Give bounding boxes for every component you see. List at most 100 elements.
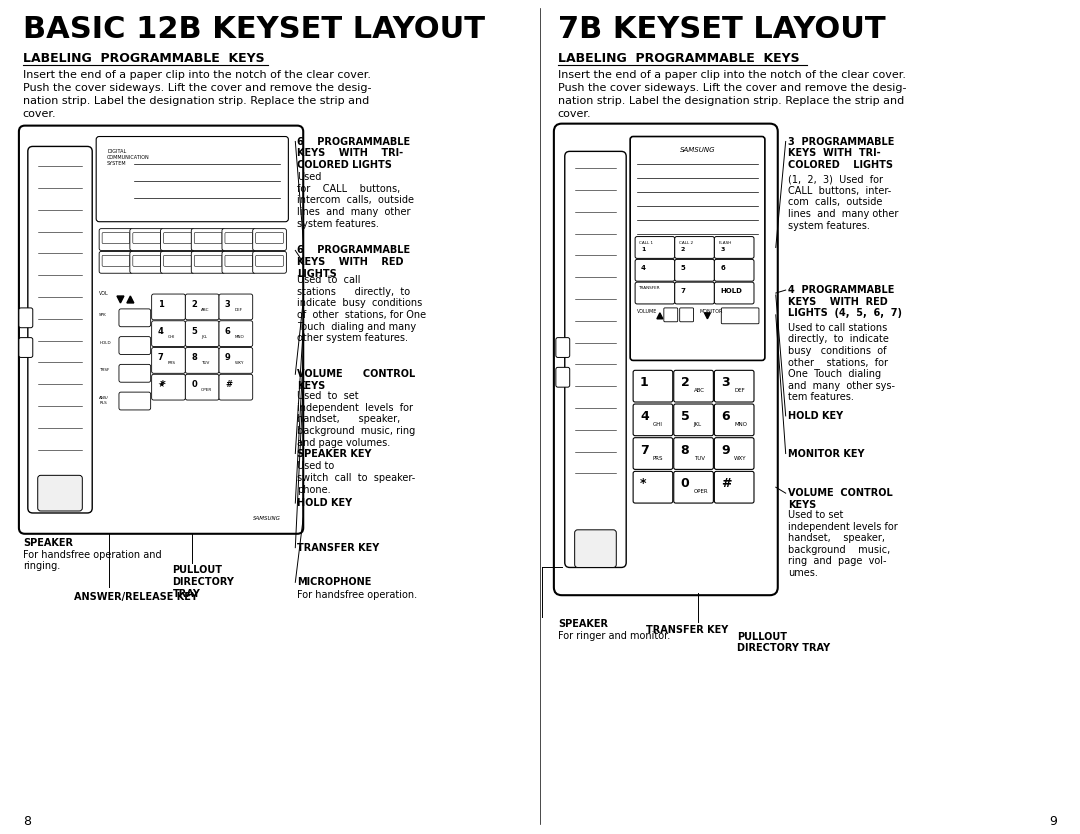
- Text: 1: 1: [642, 248, 646, 253]
- Text: SAMSUNG: SAMSUNG: [253, 516, 281, 521]
- Text: HOLD KEY: HOLD KEY: [297, 498, 352, 508]
- Text: 8: 8: [680, 444, 689, 457]
- FancyBboxPatch shape: [635, 237, 675, 259]
- FancyBboxPatch shape: [191, 251, 225, 274]
- Text: Used to set
independent levels for
handset,    speaker,
background    music,
rin: Used to set independent levels for hands…: [787, 510, 897, 578]
- Text: ★: ★: [158, 380, 165, 389]
- FancyBboxPatch shape: [225, 233, 253, 244]
- FancyBboxPatch shape: [130, 251, 163, 274]
- FancyBboxPatch shape: [633, 404, 673, 435]
- FancyBboxPatch shape: [194, 233, 222, 244]
- FancyBboxPatch shape: [554, 123, 778, 595]
- Text: ABC: ABC: [693, 388, 704, 393]
- Text: DEF: DEF: [734, 388, 745, 393]
- Text: Used  to  set
independent  levels  for
handset,      speaker,
background  music,: Used to set independent levels for hands…: [297, 391, 416, 448]
- Text: 7B KEYSET LAYOUT: 7B KEYSET LAYOUT: [558, 15, 886, 43]
- FancyBboxPatch shape: [219, 321, 253, 347]
- Text: TRANSFER KEY: TRANSFER KEY: [297, 543, 379, 553]
- Text: 3: 3: [721, 376, 730, 389]
- Text: HOLD KEY: HOLD KEY: [787, 411, 842, 421]
- Text: LABELING  PROGRAMMABLE  KEYS: LABELING PROGRAMMABLE KEYS: [558, 53, 799, 65]
- Text: GHI: GHI: [653, 422, 663, 427]
- FancyBboxPatch shape: [664, 308, 678, 322]
- FancyBboxPatch shape: [103, 255, 130, 266]
- Text: TRANSFER: TRANSFER: [638, 286, 660, 290]
- FancyBboxPatch shape: [151, 294, 186, 319]
- FancyBboxPatch shape: [714, 404, 754, 435]
- Text: 7: 7: [640, 444, 649, 457]
- Text: 3: 3: [720, 248, 725, 253]
- Text: TUV: TUV: [693, 455, 704, 460]
- Text: 2: 2: [680, 248, 685, 253]
- Text: JKL: JKL: [693, 422, 702, 427]
- FancyBboxPatch shape: [675, 237, 714, 259]
- FancyBboxPatch shape: [28, 147, 92, 513]
- Text: ABC: ABC: [201, 308, 210, 312]
- FancyBboxPatch shape: [161, 229, 194, 250]
- Text: WXY: WXY: [734, 455, 746, 460]
- Text: 4: 4: [158, 327, 163, 336]
- Text: 6: 6: [225, 327, 231, 336]
- Text: #: #: [721, 477, 732, 490]
- FancyBboxPatch shape: [253, 229, 286, 250]
- FancyBboxPatch shape: [256, 233, 283, 244]
- Text: SPEAKER: SPEAKER: [558, 619, 608, 629]
- Text: *: *: [160, 380, 165, 390]
- Text: 4  PROGRAMMABLE
KEYS    WITH  RED
LIGHTS  (4,  5,  6,  7): 4 PROGRAMMABLE KEYS WITH RED LIGHTS (4, …: [787, 285, 902, 319]
- FancyBboxPatch shape: [721, 308, 759, 324]
- FancyBboxPatch shape: [675, 259, 714, 281]
- Text: PULLOUT
DIRECTORY TRAY: PULLOUT DIRECTORY TRAY: [738, 632, 831, 654]
- FancyBboxPatch shape: [222, 229, 256, 250]
- FancyBboxPatch shape: [565, 152, 626, 567]
- FancyBboxPatch shape: [256, 255, 283, 266]
- FancyBboxPatch shape: [186, 374, 219, 400]
- FancyBboxPatch shape: [151, 321, 186, 347]
- Text: MNO: MNO: [234, 334, 245, 339]
- Text: OPER: OPER: [201, 388, 213, 392]
- Text: 1: 1: [158, 300, 163, 309]
- FancyBboxPatch shape: [575, 530, 617, 567]
- FancyBboxPatch shape: [119, 309, 151, 327]
- FancyBboxPatch shape: [633, 471, 673, 503]
- Text: JKL: JKL: [201, 334, 207, 339]
- FancyBboxPatch shape: [119, 337, 151, 354]
- Text: 7: 7: [158, 354, 163, 363]
- Text: nation strip. Label the designation strip. Replace the strip and: nation strip. Label the designation stri…: [558, 96, 904, 106]
- FancyBboxPatch shape: [219, 294, 253, 319]
- FancyBboxPatch shape: [191, 229, 225, 250]
- FancyBboxPatch shape: [635, 282, 675, 304]
- Polygon shape: [657, 313, 663, 319]
- Text: SAMSUNG: SAMSUNG: [679, 148, 715, 153]
- Text: *: *: [640, 477, 647, 490]
- Text: Insert the end of a paper clip into the notch of the clear cover.: Insert the end of a paper clip into the …: [23, 70, 370, 80]
- Polygon shape: [126, 296, 134, 303]
- Text: Used  to  call
stations      directly,  to
indicate  busy  conditions
of  other : Used to call stations directly, to indic…: [297, 275, 427, 344]
- Text: For handsfree operation and
ringing.: For handsfree operation and ringing.: [23, 550, 162, 571]
- Text: Insert the end of a paper clip into the notch of the clear cover.: Insert the end of a paper clip into the …: [558, 70, 906, 80]
- FancyBboxPatch shape: [225, 255, 253, 266]
- Text: cover.: cover.: [558, 108, 592, 118]
- Text: 5: 5: [680, 265, 686, 271]
- Text: 0: 0: [680, 477, 689, 490]
- FancyBboxPatch shape: [99, 229, 133, 250]
- Polygon shape: [117, 296, 124, 303]
- Text: PRS: PRS: [167, 361, 176, 365]
- FancyBboxPatch shape: [674, 438, 714, 470]
- Text: VOLUME  CONTROL
KEYS: VOLUME CONTROL KEYS: [787, 488, 892, 510]
- Text: MONITOR: MONITOR: [700, 309, 723, 314]
- FancyBboxPatch shape: [219, 348, 253, 374]
- Text: MNO: MNO: [734, 422, 747, 427]
- FancyBboxPatch shape: [675, 282, 714, 304]
- FancyBboxPatch shape: [96, 137, 288, 222]
- Text: 7: 7: [680, 288, 686, 294]
- FancyBboxPatch shape: [679, 308, 693, 322]
- Text: CALL 1: CALL 1: [639, 240, 653, 244]
- FancyBboxPatch shape: [163, 233, 191, 244]
- Text: DEF: DEF: [234, 308, 243, 312]
- Text: VOLUME: VOLUME: [637, 309, 658, 314]
- FancyBboxPatch shape: [133, 233, 161, 244]
- FancyBboxPatch shape: [714, 282, 754, 304]
- Text: MONITOR KEY: MONITOR KEY: [787, 449, 864, 459]
- FancyBboxPatch shape: [19, 308, 32, 328]
- FancyBboxPatch shape: [38, 475, 82, 511]
